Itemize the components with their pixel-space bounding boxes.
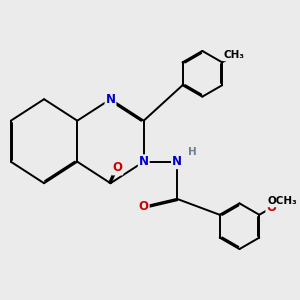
Text: H: H (188, 147, 197, 157)
Text: O: O (112, 161, 122, 175)
Text: N: N (139, 155, 149, 168)
Text: O: O (139, 200, 149, 213)
Text: N: N (172, 155, 182, 168)
Text: N: N (106, 93, 116, 106)
Text: CH₃: CH₃ (224, 50, 245, 60)
Text: OCH₃: OCH₃ (268, 196, 297, 206)
Text: O: O (266, 201, 276, 214)
